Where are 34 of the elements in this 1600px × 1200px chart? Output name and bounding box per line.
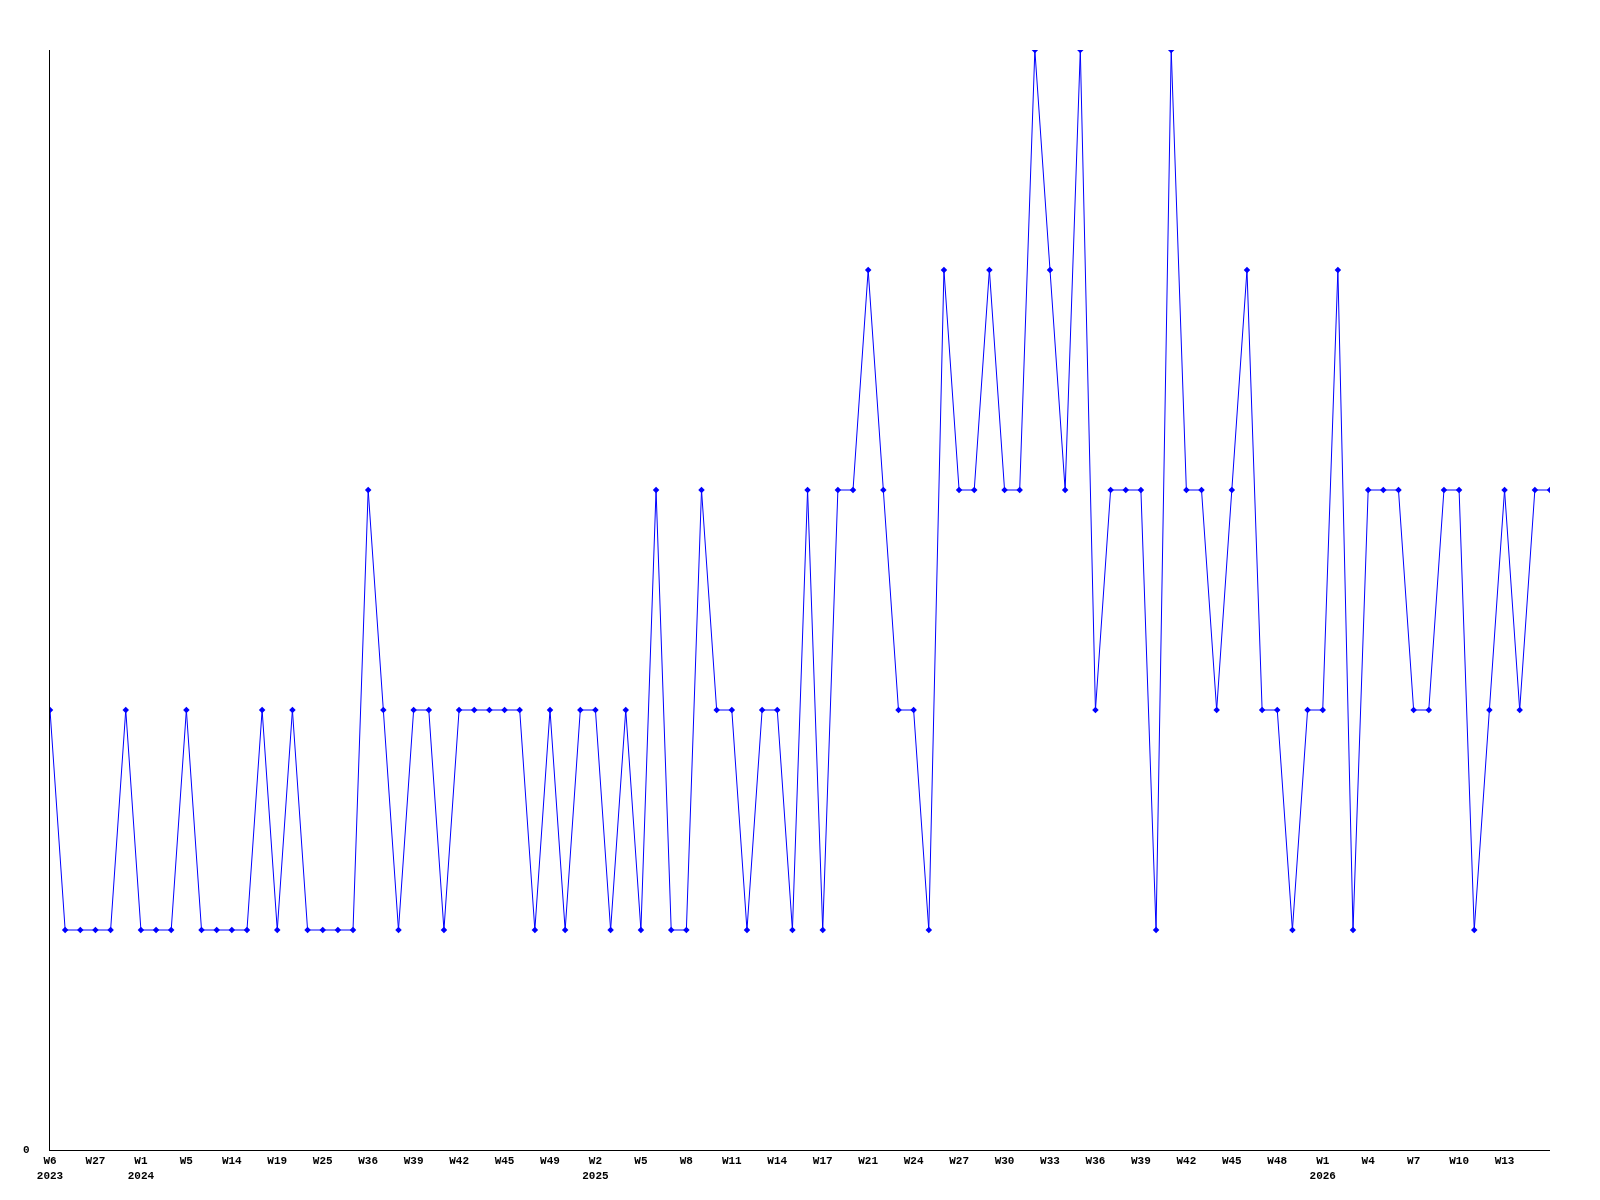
text: 0	[23, 1144, 30, 1156]
x-tick-label: W19	[267, 1155, 288, 1168]
x-tick-label: W49	[540, 1155, 560, 1168]
x-tick-label: W30	[994, 1155, 1015, 1168]
x-tick-label: W25	[312, 1155, 334, 1168]
x-tick-label: W27	[85, 1155, 106, 1168]
x-tick-label: W36	[1085, 1155, 1106, 1168]
x-tick-label: W11	[721, 1155, 743, 1168]
x-tick-label: W33	[1040, 1155, 1061, 1168]
x-tick-label: W42	[449, 1155, 469, 1168]
x-tick-label: W1 2024	[127, 1155, 155, 1182]
x-tick-label: W13	[1494, 1155, 1515, 1168]
x-tick-label: W48	[1267, 1155, 1288, 1168]
x-tick-label: W14	[221, 1155, 243, 1168]
x-tick-label: W6 2023	[36, 1155, 64, 1182]
x-tick-label: W10	[1449, 1155, 1469, 1168]
x-tick-label: W7	[1407, 1155, 1421, 1168]
x-tick-label: W36	[358, 1155, 379, 1168]
x-tick-label: W5	[179, 1155, 194, 1168]
x-tick-label: W17	[812, 1155, 833, 1168]
x-tick-label: W27	[949, 1155, 969, 1168]
x-tick-label: W4	[1361, 1155, 1376, 1168]
x-tick-label: W5	[634, 1155, 648, 1168]
x-tick-label: W39	[1131, 1155, 1151, 1168]
x-tick-label: W45	[1221, 1155, 1243, 1168]
x-tick-label: W39	[403, 1155, 424, 1168]
x-tick-label: W21	[858, 1155, 879, 1168]
x-tick-label: W45	[494, 1155, 515, 1168]
x-tick-label: W2 2025	[582, 1155, 610, 1182]
x-tick-label: W14	[767, 1155, 788, 1168]
x-tick-label: W24	[903, 1155, 924, 1168]
x-tick-label: W1 2026	[1309, 1155, 1336, 1182]
x-tick-label: W8	[679, 1155, 694, 1168]
x-tick-label: W42	[1176, 1155, 1197, 1168]
